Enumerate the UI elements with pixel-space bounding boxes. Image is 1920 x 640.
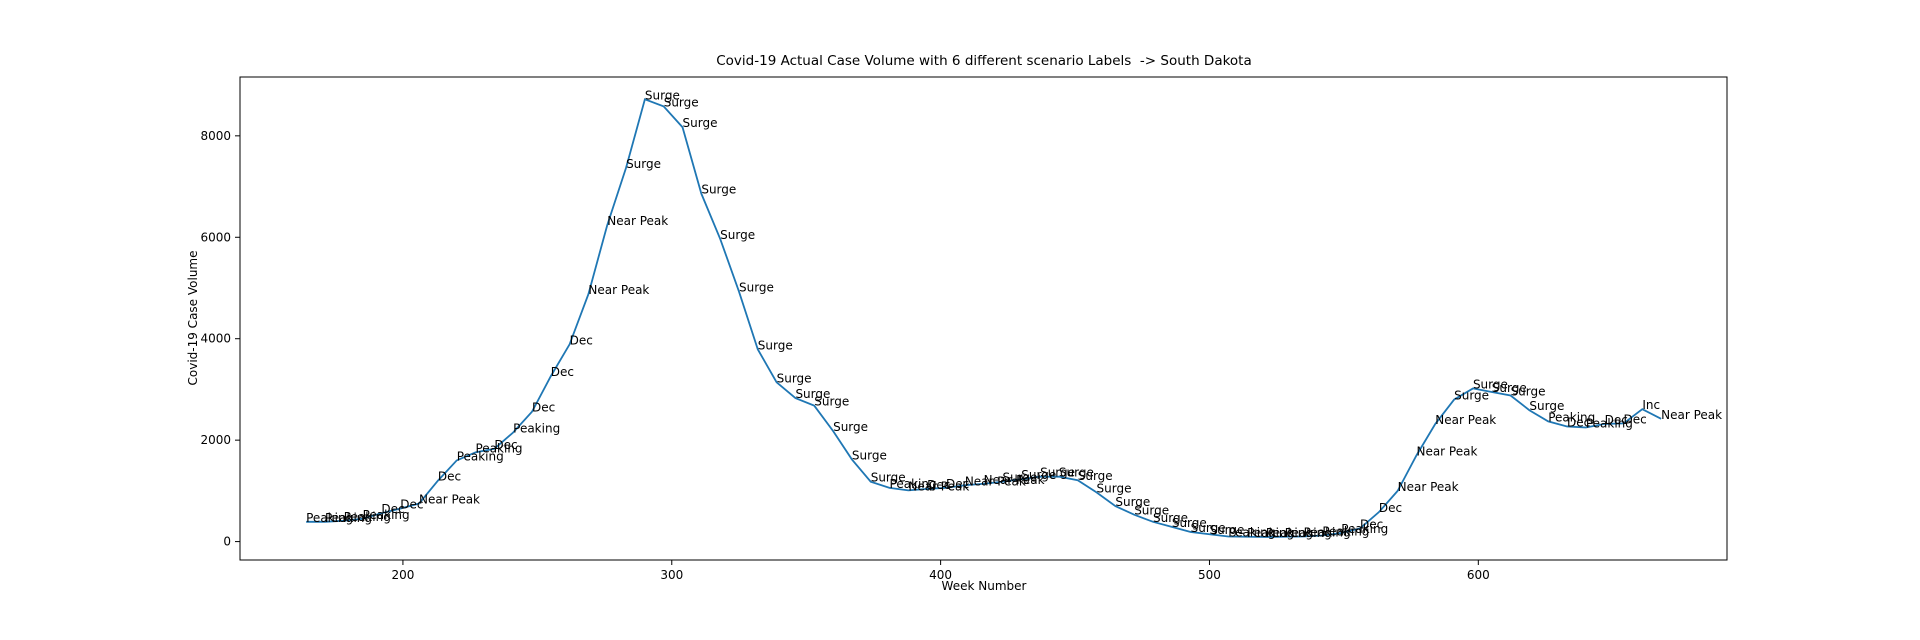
point-label: Surge [758, 338, 793, 352]
point-label: Peaking [1341, 522, 1388, 536]
point-label: Dec [570, 333, 593, 347]
point-label: Peaking [1322, 525, 1369, 539]
point-label: Surge [739, 281, 774, 295]
point-label: Peaking [476, 441, 523, 455]
x-tick-label: 600 [1467, 568, 1490, 582]
point-label: Surge [795, 387, 830, 401]
point-label: Surge [1115, 495, 1150, 509]
point-label: Near Peak [588, 283, 649, 297]
point-label: Dec [532, 401, 555, 415]
y-tick-label: 8000 [200, 129, 231, 143]
point-label: Near Peak [965, 474, 1026, 488]
point-label: Peaking [890, 477, 937, 491]
point-label: Surge [1172, 516, 1207, 530]
point-label: Near Peak [1435, 413, 1496, 427]
point-label: Surge [1097, 481, 1132, 495]
point-label: Dec [1379, 501, 1402, 515]
point-label: Surge [1191, 521, 1226, 535]
point-label: Surge [777, 371, 812, 385]
point-label: Near Peak [419, 493, 480, 507]
point-label: Surge [645, 88, 680, 102]
point-label: Near Peak [1416, 444, 1477, 458]
point-label: Dec [1605, 413, 1628, 427]
x-tick-label: 300 [660, 568, 683, 582]
y-tick-label: 2000 [200, 433, 231, 447]
point-label: Dec [438, 470, 461, 484]
point-label: Peaking [1228, 526, 1275, 540]
point-label: Dec [1360, 517, 1383, 531]
point-label: Surge [852, 448, 887, 462]
point-label: Surge [626, 157, 661, 171]
point-label: Surge [664, 95, 699, 109]
point-label: Surge [1040, 466, 1075, 480]
point-label: Peaking [1266, 526, 1313, 540]
point-label: Surge [1454, 389, 1489, 403]
point-label: Surge [1529, 399, 1564, 413]
point-label: Dec [1567, 415, 1590, 429]
point-label: Surge [1209, 523, 1244, 537]
point-label: Peaking [306, 511, 353, 525]
point-label: Surge [1473, 377, 1508, 391]
point-label: Peaking [1304, 526, 1351, 540]
point-label: Near Peak [908, 479, 969, 493]
point-label: Surge [1002, 471, 1037, 485]
point-label: Surge [833, 420, 868, 434]
point-label: Peaking [1586, 416, 1633, 430]
point-label: Near Peak [1398, 480, 1459, 494]
point-label: Surge [720, 228, 755, 242]
point-label: Inc [1642, 398, 1660, 412]
point-label: Peaking [363, 508, 410, 522]
y-tick-label: 6000 [200, 230, 231, 244]
point-label: Surge [871, 471, 906, 485]
point-label: Surge [1134, 504, 1169, 518]
y-tick-label: 4000 [200, 332, 231, 346]
point-label: Surge [1492, 381, 1527, 395]
point-label: Surge [701, 183, 736, 197]
point-label: Dec [400, 498, 423, 512]
point-label: Surge [1021, 468, 1056, 482]
x-tick-label: 200 [391, 568, 414, 582]
point-label: Surge [1078, 469, 1113, 483]
x-tick-label: 500 [1198, 568, 1221, 582]
point-label: Dec [551, 365, 574, 379]
point-label: Dec [381, 502, 404, 516]
point-label: Dec [946, 477, 969, 491]
data-line [306, 98, 1662, 538]
x-axis-label: Week Number [942, 579, 1027, 593]
point-label: Surge [1511, 385, 1546, 399]
point-label: Peaking [457, 449, 504, 463]
point-label: Peaking [344, 510, 391, 524]
point-label: Peaking [1548, 410, 1595, 424]
point-label: Near Peak [984, 473, 1045, 487]
point-label: Peaking [1285, 526, 1332, 540]
point-label: Peaking [325, 511, 372, 525]
chart-title: Covid-19 Actual Case Volume with 6 diffe… [716, 53, 1252, 69]
y-axis-label: Covid-19 Case Volume [186, 251, 200, 386]
point-label: Near Peak [607, 214, 668, 228]
y-tick-label: 0 [223, 535, 231, 549]
point-label: Near Peak [1661, 408, 1722, 422]
point-label: Dec [1623, 412, 1646, 426]
x-tick-label: 400 [929, 568, 952, 582]
point-label: Surge [814, 395, 849, 409]
point-label: Surge [1059, 466, 1094, 480]
point-label: Peaking [513, 422, 560, 436]
point-label: Peaking [1247, 526, 1294, 540]
point-label: Dec [494, 438, 517, 452]
point-label: Surge [683, 116, 718, 130]
point-label: Surge [1153, 511, 1188, 525]
point-label: Dec [927, 478, 950, 492]
plot-frame [239, 76, 1728, 561]
